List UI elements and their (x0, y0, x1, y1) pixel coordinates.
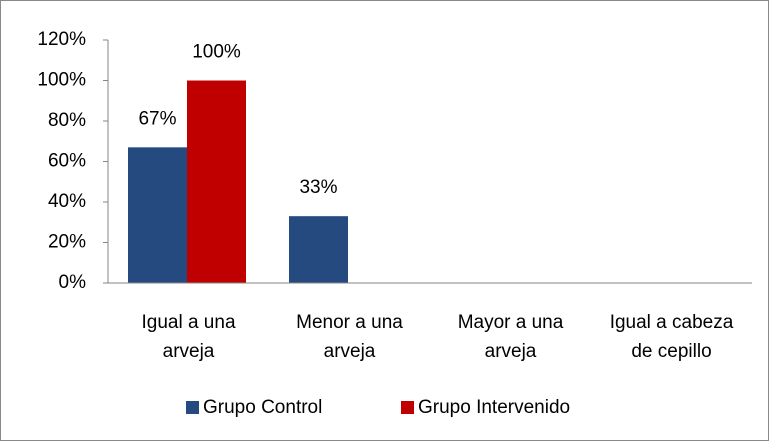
y-tick-label: 100% (37, 70, 86, 91)
bar (187, 80, 246, 283)
x-tick-label: Mayor a una arveja (458, 312, 564, 362)
data-label: 33% (299, 177, 337, 198)
bar (128, 147, 187, 283)
legend-label: Grupo Intervenido (418, 397, 570, 418)
x-tick-label: Igual a cabeza de cepillo (610, 312, 734, 362)
y-tick-label: 20% (48, 232, 86, 253)
data-label: 100% (192, 42, 241, 63)
x-tick-label: Menor a una arveja (296, 312, 403, 362)
x-tick-label: Igual a una arveja (141, 312, 235, 362)
legend-label: Grupo Control (203, 397, 322, 418)
data-label: 67% (138, 108, 176, 129)
y-tick-label: 80% (48, 110, 86, 131)
y-tick-label: 0% (59, 272, 87, 293)
y-tick-label: 60% (48, 151, 86, 172)
bar (289, 216, 348, 283)
y-tick-label: 40% (48, 191, 86, 212)
legend-swatch (401, 401, 414, 414)
legend-swatch (186, 401, 199, 414)
y-tick-label: 120% (37, 29, 86, 50)
